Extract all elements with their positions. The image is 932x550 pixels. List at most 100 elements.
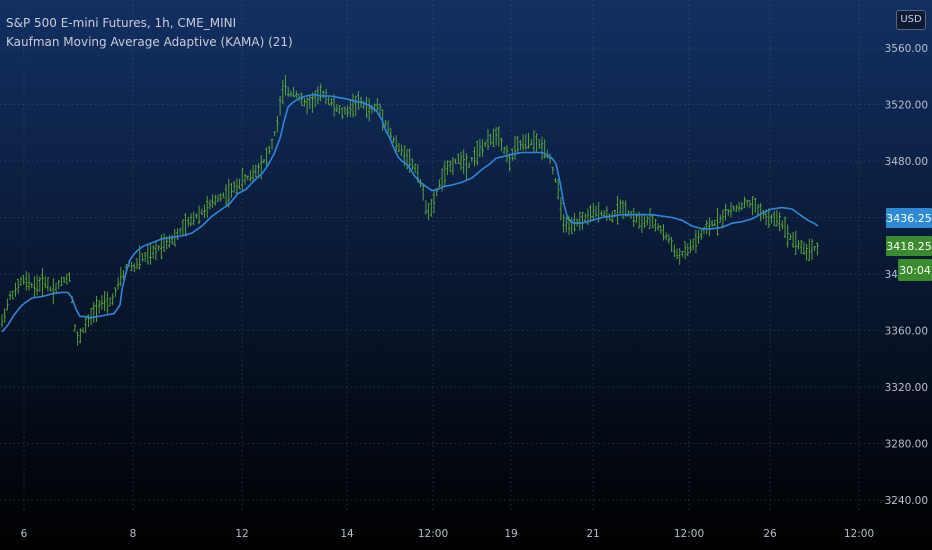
ohlc-bar	[200, 208, 204, 215]
ohlc-bar	[524, 134, 528, 151]
ohlc-bar	[295, 90, 298, 98]
ohlc-bar	[100, 295, 104, 310]
ohlc-bar	[505, 145, 509, 163]
ohlc-bar	[405, 148, 409, 170]
ohlc-bar	[65, 273, 69, 285]
ohlc-bar	[756, 204, 760, 215]
ohlc-bar	[789, 233, 792, 240]
indicator-title[interactable]: Kaufman Moving Average Adaptive (KAMA) (…	[6, 35, 293, 49]
time-scale[interactable]: 6 8 12 14 12:00 19 21 12:00 26 12:00	[21, 528, 874, 540]
ohlc-bar	[367, 98, 371, 122]
ohlc-bar	[583, 213, 587, 222]
ohlc-bar	[95, 296, 98, 323]
currency-badge[interactable]: USD	[896, 10, 926, 30]
ohlc-bar	[781, 220, 784, 230]
ohlc-bar	[729, 201, 733, 218]
ohlc-bar	[470, 157, 474, 163]
ohlc-bar	[467, 162, 471, 169]
ohlc-bar	[303, 98, 306, 107]
ohlc-bar	[305, 97, 309, 115]
ohlc-bar	[529, 138, 533, 146]
ohlc-bar	[589, 204, 592, 223]
ohlc-bar	[273, 131, 276, 137]
ohlc-bar	[354, 95, 357, 116]
ohlc-bar	[232, 180, 236, 193]
price-bars	[0, 75, 819, 346]
ohlc-bar	[535, 133, 538, 153]
time-tick-label: 14	[340, 528, 354, 540]
ohlc-bar	[87, 314, 90, 328]
bar-countdown-bg	[898, 259, 932, 281]
time-tick-label: 12	[235, 528, 248, 540]
ohlc-bar	[376, 98, 379, 111]
ohlc-bar	[108, 297, 112, 307]
ohlc-bar	[492, 128, 495, 148]
ohlc-bar	[494, 127, 498, 146]
ohlc-bar	[284, 75, 287, 96]
ohlc-bar	[262, 159, 266, 164]
ohlc-bar	[6, 298, 9, 311]
symbol-title[interactable]: S&P 500 E-mini Futures, 1h, CME_MINI	[6, 16, 237, 30]
ohlc-bar	[214, 194, 217, 206]
ohlc-bar	[54, 282, 58, 293]
ohlc-bar	[149, 242, 152, 265]
ohlc-bar	[251, 165, 255, 182]
ohlc-bar	[546, 149, 549, 158]
ohlc-bar	[678, 247, 681, 265]
last-price-marker-bg	[886, 236, 932, 256]
ohlc-bar	[208, 199, 212, 210]
ohlc-bar	[454, 158, 457, 165]
ohlc-bar	[532, 130, 536, 152]
ohlc-bar	[216, 194, 220, 202]
ohlc-bar	[254, 164, 258, 178]
ohlc-bar	[430, 198, 433, 217]
ohlc-bar	[192, 211, 195, 226]
ohlc-bar	[16, 279, 20, 294]
ohlc-bar	[735, 204, 738, 212]
ohlc-bar	[473, 146, 476, 167]
ohlc-bar	[689, 239, 692, 253]
ohlc-bar	[799, 239, 803, 254]
grid	[0, 0, 884, 512]
ohlc-bar	[268, 145, 271, 155]
ohlc-bar	[513, 136, 517, 160]
ohlc-bar	[481, 139, 484, 157]
ohlc-bar	[281, 80, 285, 104]
ohlc-bar	[667, 234, 671, 244]
ohlc-bar	[62, 276, 66, 283]
ohlc-bar	[340, 107, 344, 120]
ohlc-bar	[211, 194, 214, 208]
ohlc-bar	[778, 212, 781, 232]
ohlc-bar	[400, 144, 403, 157]
ohlc-bar	[141, 253, 144, 262]
chart-legend: S&P 500 E-mini Futures, 1h, CME_MINI Kau…	[6, 14, 293, 52]
ohlc-bar	[562, 214, 565, 233]
ohlc-bar	[146, 244, 150, 265]
ohlc-bar	[389, 128, 393, 140]
ohlc-bar	[68, 272, 71, 283]
ohlc-bar	[335, 104, 339, 113]
ohlc-bar	[732, 205, 735, 212]
ohlc-bar	[791, 231, 795, 248]
ohlc-bar	[338, 105, 341, 115]
ohlc-bar	[554, 177, 557, 183]
ohlc-bar	[794, 230, 798, 255]
ohlc-bar	[270, 138, 274, 150]
ohlc-bar	[170, 234, 174, 245]
ohlc-bar	[772, 210, 776, 227]
ohlc-bar	[462, 149, 465, 175]
ohlc-bar	[313, 90, 317, 108]
ohlc-bar	[8, 291, 12, 301]
ohlc-bar	[519, 140, 522, 151]
ohlc-bar	[111, 293, 114, 306]
kama-line	[1, 93, 819, 333]
last-price-label: 3418.25	[886, 240, 932, 253]
ohlc-bar	[84, 317, 87, 333]
ohlc-bar	[616, 195, 619, 225]
ohlc-bar	[805, 244, 808, 261]
ohlc-bar	[346, 105, 349, 118]
ohlc-bar	[802, 241, 806, 255]
